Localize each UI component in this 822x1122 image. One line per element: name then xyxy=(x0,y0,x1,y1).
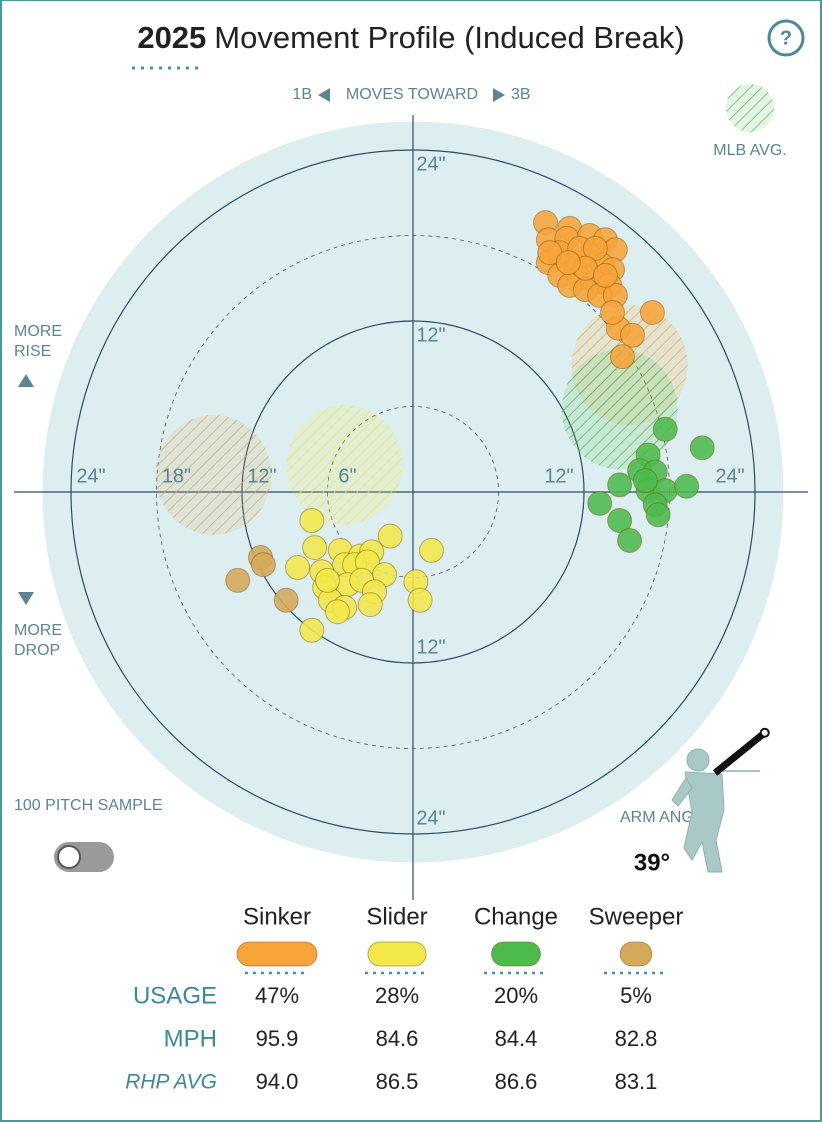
pitch xyxy=(250,552,276,578)
ring-label: 24" xyxy=(76,465,105,487)
title-text: Movement Profile (Induced Break) xyxy=(214,20,684,55)
ring-label: 24" xyxy=(715,465,744,487)
row-value: 20% xyxy=(494,983,538,1008)
pitch-name: Change xyxy=(474,903,558,930)
help-icon[interactable]: ? xyxy=(780,27,792,49)
pitch xyxy=(645,502,671,528)
pitch xyxy=(639,299,665,325)
row-value: 28% xyxy=(375,983,419,1008)
pitch xyxy=(377,523,403,549)
pitch xyxy=(607,472,633,498)
pitch xyxy=(285,555,311,581)
pitch xyxy=(607,508,633,533)
row-value: 95.9 xyxy=(256,1026,299,1051)
row-value: 84.6 xyxy=(376,1026,419,1051)
rise-label: MORE RISE xyxy=(14,323,62,360)
arm-angle-value: 39° xyxy=(634,849,670,876)
drop-text: MORE xyxy=(14,622,62,639)
pitch xyxy=(592,262,618,288)
direction-right: 3B xyxy=(511,86,531,103)
row-label: RHP AVG xyxy=(125,1071,217,1094)
arrow-down xyxy=(18,592,34,605)
row-value: 86.6 xyxy=(495,1069,538,1094)
row-value: 83.1 xyxy=(615,1069,658,1094)
pitch xyxy=(225,567,251,593)
rise-text: MORE xyxy=(14,323,62,340)
row-value: 86.5 xyxy=(376,1069,419,1094)
arm-angle-line xyxy=(712,730,767,776)
drop-label: MORE DROP xyxy=(14,622,62,659)
pitch xyxy=(299,508,325,533)
pitch-name: Sinker xyxy=(243,903,311,930)
pitcher-figure xyxy=(671,748,725,873)
ring-label: 6" xyxy=(338,465,356,487)
avg-legend-swatch xyxy=(726,84,774,132)
usage-pill xyxy=(236,941,318,967)
pitch xyxy=(299,617,325,643)
pitch xyxy=(582,235,608,261)
arrow-right xyxy=(493,88,505,102)
ring-label: 12" xyxy=(544,465,573,487)
pitch xyxy=(674,473,700,499)
pitch xyxy=(587,490,613,516)
pitcher-head xyxy=(686,748,710,772)
rise-text-2: RISE xyxy=(14,343,51,360)
pitch-name: Slider xyxy=(366,903,427,930)
mlb-average xyxy=(155,414,272,535)
arm-angle-ball xyxy=(759,727,770,738)
pitch xyxy=(315,567,340,593)
plot: 6" 12" 12" 12" 12" 18" 24" 24" 24" 24" xyxy=(14,115,808,900)
ring-label: 24" xyxy=(416,807,445,829)
ring-label: 12" xyxy=(416,636,445,658)
ring-label: 12" xyxy=(247,465,276,487)
pitch xyxy=(419,537,445,563)
pitch xyxy=(632,468,658,494)
chart-title: 2025 Movement Profile (Induced Break) xyxy=(137,20,684,55)
row-label: USAGE xyxy=(133,982,217,1009)
sample-label: 100 PITCH SAMPLE xyxy=(14,797,163,814)
direction-left: 1B xyxy=(292,86,312,103)
direction-label: MOVES TOWARD xyxy=(346,86,478,103)
pitch xyxy=(302,535,328,561)
pitch xyxy=(617,527,643,553)
pitch xyxy=(555,250,581,276)
drop-text-2: DROP xyxy=(14,642,60,659)
pitch xyxy=(324,599,350,625)
pitcher-arm xyxy=(671,777,693,807)
title-year: 2025 xyxy=(137,20,206,55)
ring-label: 18" xyxy=(162,465,191,487)
usage-pill xyxy=(367,941,427,967)
pitch xyxy=(407,587,433,613)
avg-legend-label: MLB AVG. xyxy=(713,142,787,159)
pitch-name: Sweeper xyxy=(589,903,684,930)
ring-label: 12" xyxy=(416,324,445,346)
pitch xyxy=(273,587,299,613)
pitch xyxy=(652,416,678,442)
row-value: 82.8 xyxy=(615,1026,658,1051)
pitcher-body xyxy=(683,771,725,873)
pitch xyxy=(689,435,715,461)
row-value: 84.4 xyxy=(495,1026,538,1051)
arrow-left xyxy=(318,88,330,102)
toggle-knob[interactable] xyxy=(57,845,81,869)
mlb-average xyxy=(561,349,678,470)
pitch xyxy=(357,592,383,618)
pitch xyxy=(600,299,625,325)
usage-pill xyxy=(619,941,653,967)
ring-label: 24" xyxy=(416,153,445,175)
pitch xyxy=(619,322,645,348)
row-value: 94.0 xyxy=(256,1069,299,1094)
mlb-average xyxy=(286,404,403,525)
pitch xyxy=(609,344,635,370)
help-button[interactable] xyxy=(767,19,805,57)
arrow-up xyxy=(18,374,34,387)
row-value: 5% xyxy=(620,983,652,1008)
row-label: MPH xyxy=(164,1025,217,1052)
usage-pill xyxy=(491,941,541,967)
row-value: 47% xyxy=(255,983,299,1008)
